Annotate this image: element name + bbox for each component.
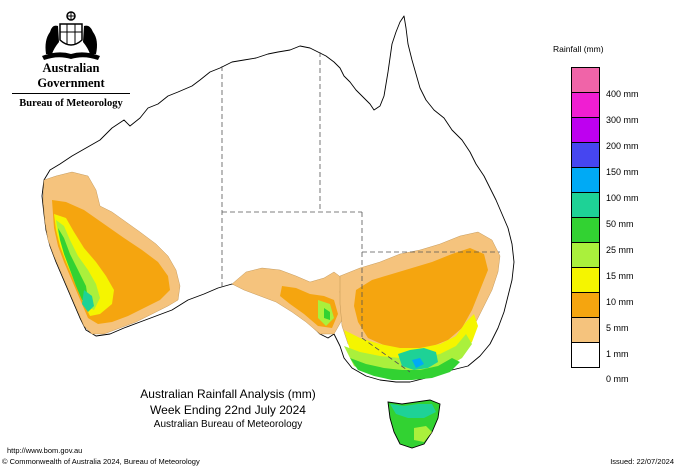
website-link[interactable]: http://www.bom.gov.au xyxy=(7,446,83,455)
legend-swatch xyxy=(572,268,599,293)
legend-label: 5 mm xyxy=(606,323,629,333)
legend-label: 10 mm xyxy=(606,297,634,307)
bureau-name: Bureau of Meteorology xyxy=(19,98,123,109)
government-branding: Australian Government Bureau of Meteorol… xyxy=(12,61,130,110)
legend-swatch xyxy=(572,343,599,367)
legend-label: 300 mm xyxy=(606,115,639,125)
legend-label: 150 mm xyxy=(606,167,639,177)
state-borders xyxy=(221,52,500,373)
legend-title: Rainfall (mm) xyxy=(553,44,604,54)
legend-label: 25 mm xyxy=(606,245,634,255)
wa-rain-25mm xyxy=(58,228,88,300)
coat-of-arms-icon xyxy=(42,11,100,60)
legend-swatch xyxy=(572,118,599,143)
map-title-block: Australian Rainfall Analysis (mm) Week E… xyxy=(118,386,338,432)
tasmania-rain-15mm xyxy=(414,426,432,442)
legend-label: 400 mm xyxy=(606,89,639,99)
legend-swatch xyxy=(572,143,599,168)
tasmania-rain-50mm xyxy=(390,404,436,418)
legend-swatch xyxy=(572,68,599,93)
legend-label: 0 mm xyxy=(606,374,629,384)
wa-rain-15mm xyxy=(56,220,100,310)
se-rain-5mm xyxy=(354,248,488,350)
map-source: Australian Bureau of Meteorology xyxy=(153,419,303,430)
branding-divider xyxy=(12,93,130,94)
legend-swatch xyxy=(572,168,599,193)
legend-label: 200 mm xyxy=(606,141,639,151)
sa-rain-25mm xyxy=(324,308,330,320)
se-rain-100mm xyxy=(412,358,424,368)
issued-date: Issued: 22/07/2024 xyxy=(610,457,674,466)
legend-swatch xyxy=(572,293,599,318)
legend-swatch xyxy=(572,243,599,268)
copyright-notice: © Commonwealth of Australia 2024, Bureau… xyxy=(2,457,200,466)
legend-swatch xyxy=(572,93,599,118)
legend-label: 15 mm xyxy=(606,271,634,281)
legend-swatch xyxy=(572,318,599,343)
se-rain-25mm xyxy=(350,358,460,380)
legend-label: 1 mm xyxy=(606,349,629,359)
legend-swatch xyxy=(572,193,599,218)
legend xyxy=(571,67,600,368)
legend-label: 100 mm xyxy=(606,193,639,203)
map-period: Week Ending 22nd July 2024 xyxy=(150,403,306,417)
wa-rain-50mm xyxy=(82,290,94,312)
legend-swatch xyxy=(572,218,599,243)
government-name: Australian Government xyxy=(37,61,105,90)
map-title: Australian Rainfall Analysis (mm) xyxy=(140,387,316,401)
legend-label: 50 mm xyxy=(606,219,634,229)
